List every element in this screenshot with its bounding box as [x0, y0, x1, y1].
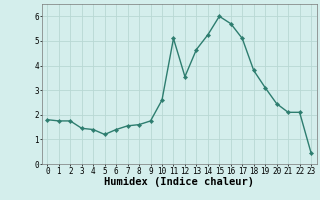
X-axis label: Humidex (Indice chaleur): Humidex (Indice chaleur)	[104, 177, 254, 187]
